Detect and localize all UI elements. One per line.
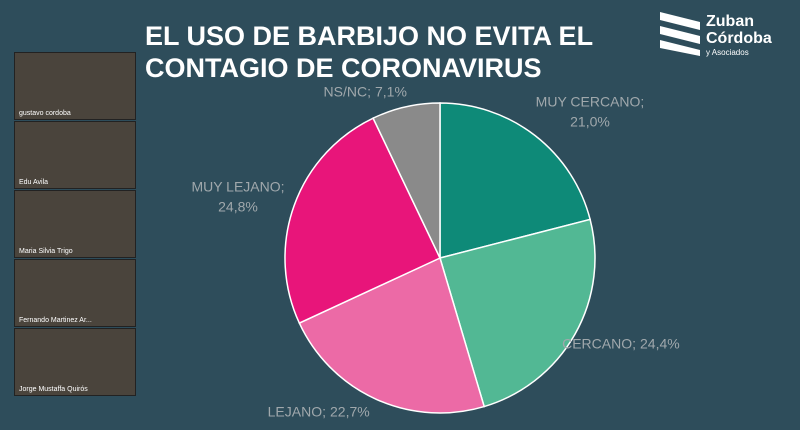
video-tile: gustavo cordoba [14,52,136,120]
slice-label: MUY CERCANO; [536,94,645,110]
pie-slice [284,117,442,325]
video-tile: Fernando Martinez Ar... [14,259,136,327]
slice-value: 7,1% [375,84,407,100]
slice-value: 22,7% [330,404,370,420]
slice-value: 24,4% [640,336,680,352]
participant-name: Fernando Martinez Ar... [19,317,92,324]
logo-text: Córdoba [706,30,772,47]
video-tile: Edu Avila [14,121,136,189]
logo-text: Zuban [706,13,754,30]
slice-label: LEJANO; [268,404,326,420]
slice-label: CERCANO; [562,336,636,352]
slice-value: 24,8% [218,199,258,215]
title-line: CONTAGIO DE CORONAVIRUS [145,53,542,83]
participant-name: gustavo cordoba [19,110,71,117]
pie-slice [439,102,592,259]
participant-name: Edu Avila [19,179,49,186]
slice-label: NS/NC; [324,84,371,100]
pie-slice [298,256,486,414]
slice-label: MUY LEJANO; [191,179,284,195]
pie-slice [372,102,441,259]
video-tile: Jorge Mustaffa Quirós [14,328,136,396]
logo-icon [660,12,700,56]
participant-name: Jorge Mustaffa Quirós [19,386,88,393]
title-line: EL USO DE BARBIJO NO EVITA EL [145,21,593,51]
participant-name: Maria Silvia Trigo [19,248,73,255]
slice-value: 21,0% [570,114,610,130]
pie-slice [439,218,596,408]
logo-text: y Asociados [706,48,749,57]
video-tile: Maria Silvia Trigo [14,190,136,258]
